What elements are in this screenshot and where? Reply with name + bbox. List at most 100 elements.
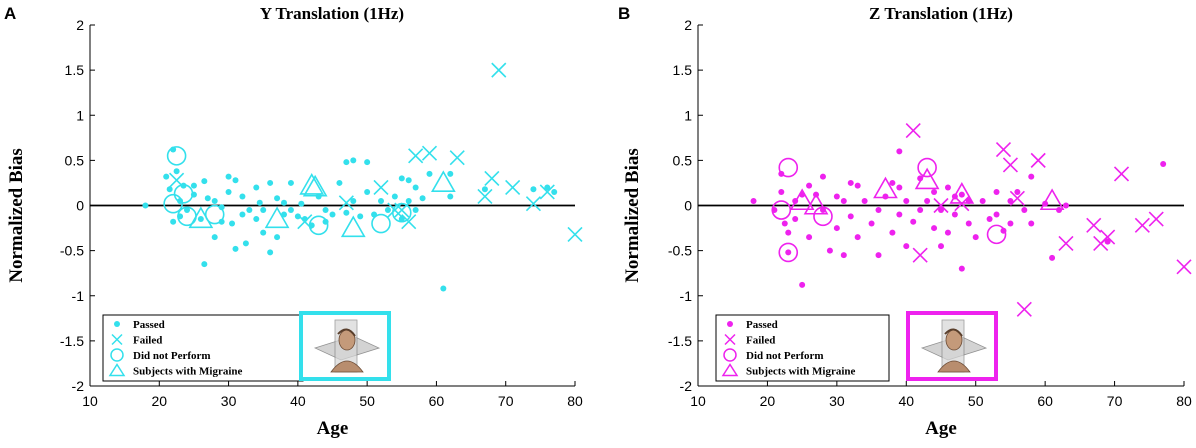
data-point <box>373 179 389 196</box>
data-point <box>826 247 833 254</box>
data-point <box>1134 217 1150 233</box>
data-point <box>750 197 757 204</box>
data-point <box>903 197 910 204</box>
marker-stroke <box>111 333 123 346</box>
subject-head-axes-illustration <box>313 319 381 373</box>
data-point <box>505 179 521 196</box>
data-point <box>951 211 958 218</box>
legend-label: Did not Perform <box>133 350 211 362</box>
data-point <box>166 146 187 166</box>
data-point <box>225 173 232 180</box>
marker-stroke <box>477 188 493 205</box>
data-point <box>253 184 260 191</box>
y-tick-label: 1.5 <box>65 62 85 78</box>
data-point <box>958 265 965 272</box>
data-point <box>426 170 433 177</box>
data-point <box>819 173 826 180</box>
x-tick-label: 50 <box>968 393 984 409</box>
data-point <box>995 141 1012 158</box>
series-did-not-perform <box>771 157 1007 263</box>
data-point <box>430 170 456 192</box>
data-point <box>412 207 419 214</box>
data-point <box>806 234 813 241</box>
data-point <box>274 234 281 241</box>
y-tick-label: -1.5 <box>668 333 692 349</box>
marker-stroke <box>1134 217 1150 233</box>
y-tick-label: 0 <box>76 198 84 214</box>
data-point <box>993 211 1000 218</box>
data-point <box>173 168 180 175</box>
legend: Passed Failed Did not Perform Subjects with… <box>715 314 890 382</box>
x-tick-label: 20 <box>151 393 167 409</box>
panel-letter: A <box>4 4 16 23</box>
data-point <box>484 170 500 186</box>
legend-label: Subjects with Migraine <box>133 366 243 378</box>
x-tick-label: 70 <box>498 393 514 409</box>
data-point <box>166 186 173 193</box>
y-tick-label: -1 <box>680 288 693 304</box>
marker-stroke <box>1086 217 1102 233</box>
data-point <box>1028 173 1035 180</box>
data-point <box>965 220 972 227</box>
data-point <box>917 157 937 178</box>
data-point <box>170 218 177 225</box>
hair-shape <box>337 328 356 337</box>
data-point <box>1039 188 1065 211</box>
marker-stroke <box>933 197 949 214</box>
data-point <box>1007 197 1014 204</box>
x-tick-label: 80 <box>1176 393 1192 409</box>
x-tick-label: 40 <box>290 393 306 409</box>
data-point <box>405 177 412 184</box>
marker-stroke <box>1100 229 1116 245</box>
y-tick-label: -1.5 <box>60 333 84 349</box>
data-point <box>854 182 861 189</box>
data-point <box>447 193 454 200</box>
data-point <box>1100 229 1116 245</box>
series-passed <box>750 148 1167 288</box>
data-point <box>239 193 246 200</box>
data-point <box>298 200 305 207</box>
x-tick-label: 30 <box>829 393 845 409</box>
data-point <box>847 179 854 186</box>
data-point <box>1113 166 1130 182</box>
x-tick-label: 80 <box>567 393 583 409</box>
data-point <box>246 207 253 214</box>
data-point <box>1030 152 1046 168</box>
marker-stroke <box>1002 157 1018 173</box>
y-tick-label: 0.5 <box>65 152 85 168</box>
data-point <box>449 150 465 166</box>
data-point <box>1062 202 1069 209</box>
data-point <box>873 176 898 199</box>
y-tick-label: 1 <box>76 107 84 123</box>
data-point <box>530 186 537 193</box>
marker-stroke <box>1058 235 1074 251</box>
x-tick-label: 50 <box>359 393 375 409</box>
data-point <box>322 207 329 214</box>
data-point <box>340 215 366 238</box>
data-point <box>1028 220 1035 227</box>
data-point <box>931 188 938 195</box>
data-point <box>912 247 928 263</box>
legend-label: Did not Perform <box>746 350 824 362</box>
data-point <box>806 182 813 189</box>
data-point <box>910 218 917 225</box>
data-point <box>412 184 419 191</box>
legend-marker-migraine <box>108 363 126 377</box>
data-point <box>384 207 391 214</box>
data-point <box>778 157 799 178</box>
series-subjects-with-migraine <box>789 167 1065 215</box>
x-tick-label: 60 <box>1037 393 1053 409</box>
data-point <box>364 188 371 195</box>
legend-box <box>715 314 890 382</box>
legend-box <box>102 314 304 382</box>
x-axis-label: Age <box>317 418 349 439</box>
data-point <box>917 207 924 214</box>
marker-stroke <box>401 214 417 230</box>
subject-head-axes-illustration <box>920 319 988 373</box>
data-point <box>190 182 197 189</box>
chart-panel-b: B Z Translation (1Hz) 2 1.5 1 0.5 0 -0.5 -1 -1.5 -… <box>618 4 1192 439</box>
data-point <box>544 184 551 191</box>
y-tick-label: -1 <box>72 288 85 304</box>
data-point <box>294 213 301 220</box>
data-point <box>993 188 1000 195</box>
